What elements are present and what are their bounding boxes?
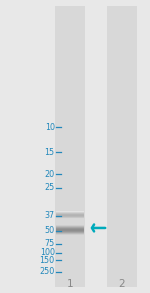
Text: 37: 37 (45, 212, 55, 220)
Text: 50: 50 (45, 226, 55, 235)
Text: 20: 20 (45, 170, 55, 179)
Text: 75: 75 (45, 239, 55, 248)
Bar (106, 6, 136, 287)
Bar (55, 6, 85, 287)
Text: 15: 15 (45, 148, 55, 157)
Text: 150: 150 (40, 256, 55, 265)
Text: 250: 250 (39, 267, 55, 276)
Text: 10: 10 (45, 123, 55, 132)
Text: 25: 25 (45, 183, 55, 192)
Text: 2: 2 (118, 280, 125, 289)
Text: 1: 1 (66, 280, 73, 289)
Text: 100: 100 (40, 248, 55, 257)
